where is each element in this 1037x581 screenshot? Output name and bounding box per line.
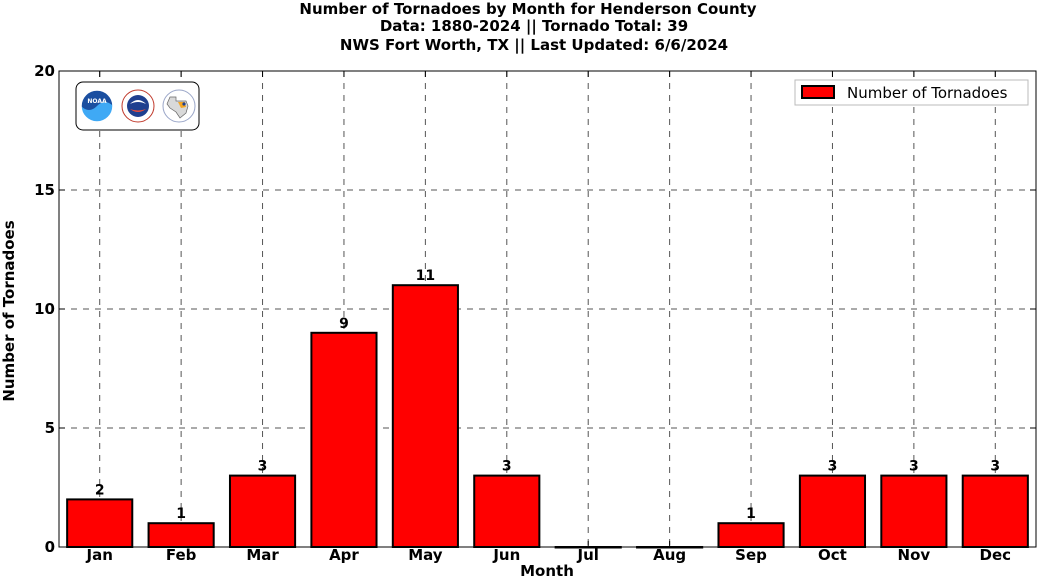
x-tick-label: Dec [980, 546, 1012, 564]
data-label: 1 [746, 506, 756, 522]
x-tick-label: Feb [166, 546, 197, 564]
x-axis-label: Month [520, 562, 574, 580]
bar-sep [717, 522, 785, 549]
data-label: 3 [990, 459, 1000, 475]
bar-mar [228, 474, 297, 549]
data-label: 2 [95, 482, 105, 498]
bars-group [66, 284, 1029, 549]
bar-dec [961, 474, 1029, 549]
chart-title-line-3: NWS Fort Worth, TX || Last Updated: 6/6/… [340, 36, 728, 55]
bar-oct [798, 474, 867, 549]
bar-apr [310, 331, 378, 548]
nws-logo-icon [121, 89, 155, 123]
legend: Number of Tornadoes [794, 79, 1029, 106]
legend-label: Number of Tornadoes [847, 84, 1008, 102]
x-tick-label: Jun [492, 546, 520, 564]
x-tick-labels: Jan Feb Mar Apr May Jun Jul Aug Sep Oct Nov Dec [86, 546, 1012, 564]
bar-jun [473, 474, 541, 549]
x-tick-label: Aug [653, 546, 686, 564]
y-tick-label: 20 [34, 62, 55, 80]
bar-jan [66, 498, 134, 548]
plot-frame [58, 70, 1037, 548]
data-labels: 2 1 3 9 11 3 1 3 3 3 [95, 268, 1000, 522]
noaa-logo-icon: NOAA [80, 89, 114, 123]
data-label: 3 [909, 459, 919, 475]
legend-swatch [801, 85, 835, 99]
logo-panel: NOAA [75, 81, 200, 131]
data-label: 3 [502, 459, 512, 475]
bar-may [391, 284, 459, 548]
data-label: 3 [828, 459, 838, 475]
bar-feb [147, 522, 215, 549]
data-label: 3 [258, 459, 268, 475]
data-label: 11 [416, 268, 435, 284]
y-tick-labels: 0 5 10 15 20 [34, 62, 55, 556]
bar-nov [880, 474, 948, 549]
x-tick-label: Jul [577, 546, 599, 564]
data-label: 1 [176, 506, 186, 522]
y-tick-label: 15 [34, 181, 55, 199]
x-tick-label: Apr [329, 546, 359, 564]
x-tick-label: Mar [246, 546, 279, 564]
chart-title-line-2: Data: 1880-2024 || Tornado Total: 39 [380, 17, 688, 36]
x-tick-label: Nov [898, 546, 931, 564]
chart-title-line-1: Number of Tornadoes by Month for Henders… [299, 0, 756, 18]
y-axis-label: Number of Tornadoes [0, 220, 18, 401]
noaa-logo-text: NOAA [87, 98, 107, 105]
x-tick-label: Jan [86, 546, 113, 564]
data-label: 9 [339, 316, 349, 332]
x-tick-label: Sep [735, 546, 767, 564]
texas-map-logo-icon [162, 89, 196, 123]
x-tick-label: Oct [818, 546, 847, 564]
y-tick-label: 0 [45, 538, 55, 556]
y-tick-label: 10 [34, 300, 55, 318]
x-tick-label: May [408, 546, 443, 564]
y-tick-label: 5 [45, 419, 55, 437]
